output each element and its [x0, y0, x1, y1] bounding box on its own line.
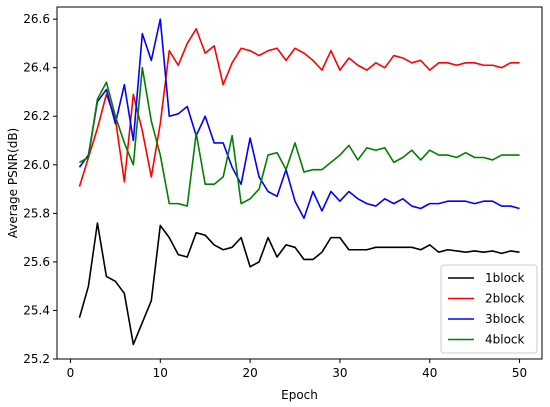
- legend-label-1block: 1block: [485, 271, 525, 285]
- series-line-1block: [78, 222, 520, 346]
- y-tick-label: 26.0: [23, 158, 50, 172]
- x-tick-label: 20: [242, 366, 257, 380]
- y-axis-ticks: 25.2 25.4 25.6 25.8 26.0 26.2 26.4 26.6: [23, 12, 57, 366]
- legend-box: [440, 264, 538, 354]
- legend: 1block 2block 3block 4block: [440, 264, 538, 354]
- y-tick-label: 25.4: [23, 303, 50, 317]
- y-tick-label: 25.6: [23, 255, 50, 269]
- series-line-4block: [79, 66, 520, 207]
- x-tick-label: 50: [512, 366, 527, 380]
- plot-lines: [78, 18, 520, 346]
- x-axis-ticks: 0 10 20 30 40 50: [67, 359, 527, 380]
- y-axis-label: Average PSNR(dB): [6, 128, 20, 238]
- x-tick-label: 0: [67, 366, 75, 380]
- y-tick-label: 26.2: [23, 109, 50, 123]
- y-tick-label: 25.2: [23, 352, 50, 366]
- legend-label-3block: 3block: [485, 312, 525, 326]
- x-tick-label: 40: [422, 366, 437, 380]
- series-line-3block: [78, 18, 520, 219]
- y-tick-label: 25.8: [23, 206, 50, 220]
- y-tick-label: 26.4: [23, 61, 50, 75]
- x-tick-label: 10: [153, 366, 168, 380]
- legend-label-2block: 2block: [485, 292, 525, 306]
- x-axis-label: Epoch: [281, 388, 318, 402]
- plot-frame: [56, 6, 543, 360]
- x-tick-label: 30: [332, 366, 347, 380]
- y-tick-label: 26.6: [23, 12, 50, 26]
- legend-label-4block: 4block: [485, 333, 525, 347]
- series-line-2block: [78, 28, 520, 187]
